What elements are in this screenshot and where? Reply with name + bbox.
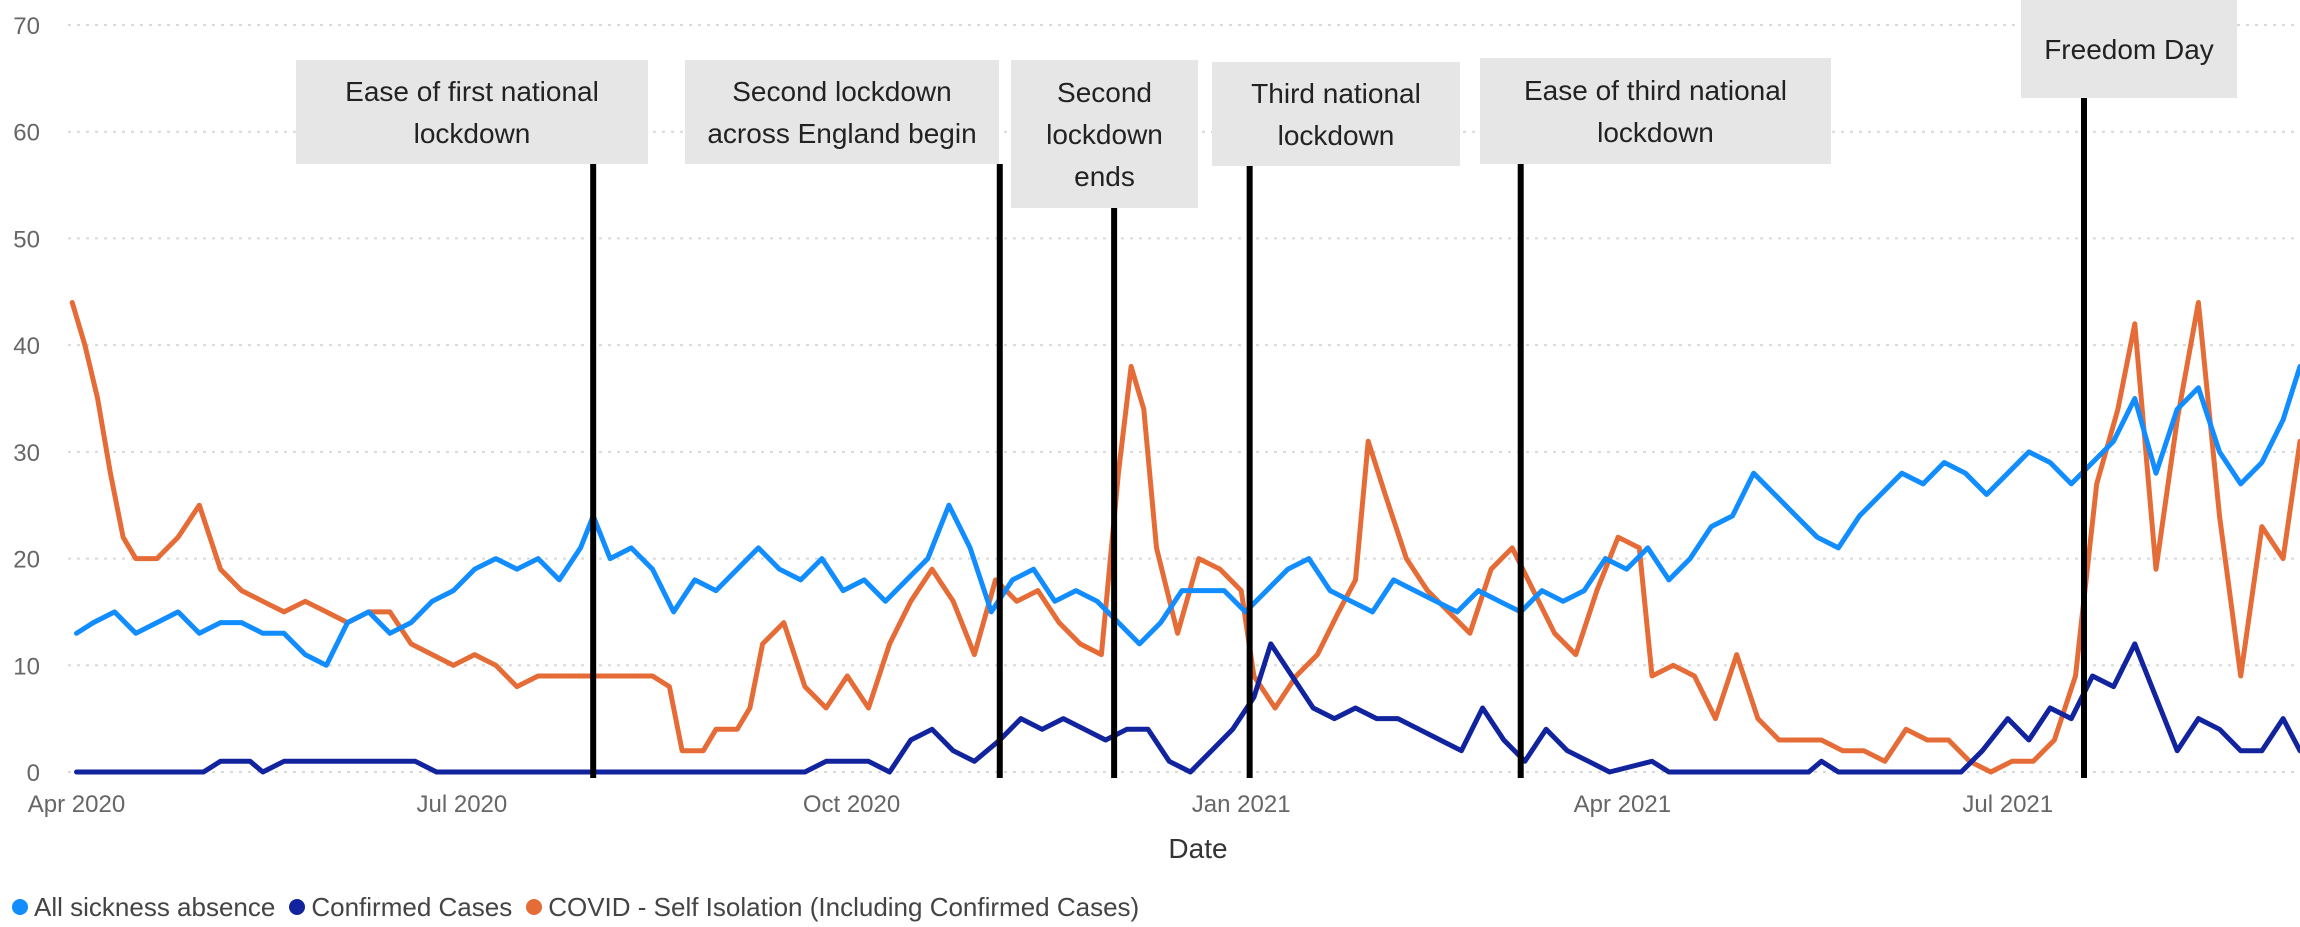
annotation-label: Freedom Day: [2044, 34, 2214, 65]
x-tick-label: Apr 2021: [1574, 791, 1671, 818]
annotation-box: [1011, 60, 1198, 208]
legend-label: COVID - Self Isolation (Including Confir…: [548, 891, 1140, 922]
y-axis-ticks: 0 10 20 30 40 50 60 70: [13, 13, 40, 787]
x-tick-label: Apr 2020: [28, 791, 125, 818]
legend-item[interactable]: Confirmed Cases: [289, 892, 512, 923]
annotation-label: Ease of first national: [345, 76, 599, 107]
annotation-label: Second lockdown: [732, 76, 951, 107]
annotation-label: Third national: [1251, 78, 1421, 109]
legend-item[interactable]: All sickness absence: [12, 892, 275, 923]
y-tick-label: 10: [13, 653, 40, 680]
x-tick-label: Jan 2021: [1192, 791, 1291, 818]
annotation-label: across England begin: [707, 118, 976, 149]
x-axis-title: Date: [1168, 833, 1227, 864]
x-tick-label: Oct 2020: [803, 791, 900, 818]
annotation-box: [2021, 0, 2237, 98]
annotation-box: [1212, 62, 1460, 166]
series-line-covid-self-isolation-including-confirmed-cases: [69, 300, 2300, 775]
series-line-all-sickness-absence: [74, 364, 2300, 668]
legend-label: Confirmed Cases: [311, 891, 513, 922]
legend-marker: [526, 899, 543, 915]
legend-marker: [289, 899, 306, 915]
y-tick-label: 50: [13, 226, 40, 253]
y-tick-label: 70: [13, 13, 40, 40]
series-lines: [69, 300, 2300, 775]
annotation-box: [685, 60, 999, 164]
x-tick-label: Jul 2021: [1962, 791, 2053, 818]
y-tick-label: 60: [13, 120, 40, 147]
y-tick-label: 30: [13, 440, 40, 467]
chart-legend: All sickness absence Confirmed Cases COVID…: [12, 892, 1153, 923]
event-annotations: Ease of first national lockdown Second loc…: [296, 0, 2237, 778]
y-tick-label: 40: [13, 333, 40, 360]
annotation-label: lockdown: [1597, 117, 1714, 148]
legend-label: All sickness absence: [34, 891, 276, 922]
annotation-label: ends: [1074, 161, 1135, 192]
line-chart: 0 10 20 30 40 50 60 70 Apr 2020 Jul 2020 Oct 2020…: [13, 0, 2300, 864]
y-tick-label: 20: [13, 547, 40, 574]
annotation-box: [1480, 58, 1831, 164]
annotation-label: lockdown: [414, 118, 531, 149]
legend-item[interactable]: COVID - Self Isolation (Including Confir…: [526, 892, 1139, 923]
y-tick-label: 0: [27, 760, 40, 787]
x-axis-ticks: Apr 2020 Jul 2020 Oct 2020 Jan 2021 Apr 2021…: [28, 791, 2053, 818]
annotation-label: Second: [1057, 77, 1152, 108]
legend-marker: [12, 899, 28, 915]
x-tick-label: Jul 2020: [417, 791, 508, 818]
annotation-label: Ease of third national: [1524, 75, 1787, 106]
annotation-box: [296, 60, 648, 164]
annotation-label: lockdown: [1046, 119, 1163, 150]
series-line-confirmed-cases: [74, 641, 2300, 775]
annotation-label: lockdown: [1278, 120, 1395, 151]
